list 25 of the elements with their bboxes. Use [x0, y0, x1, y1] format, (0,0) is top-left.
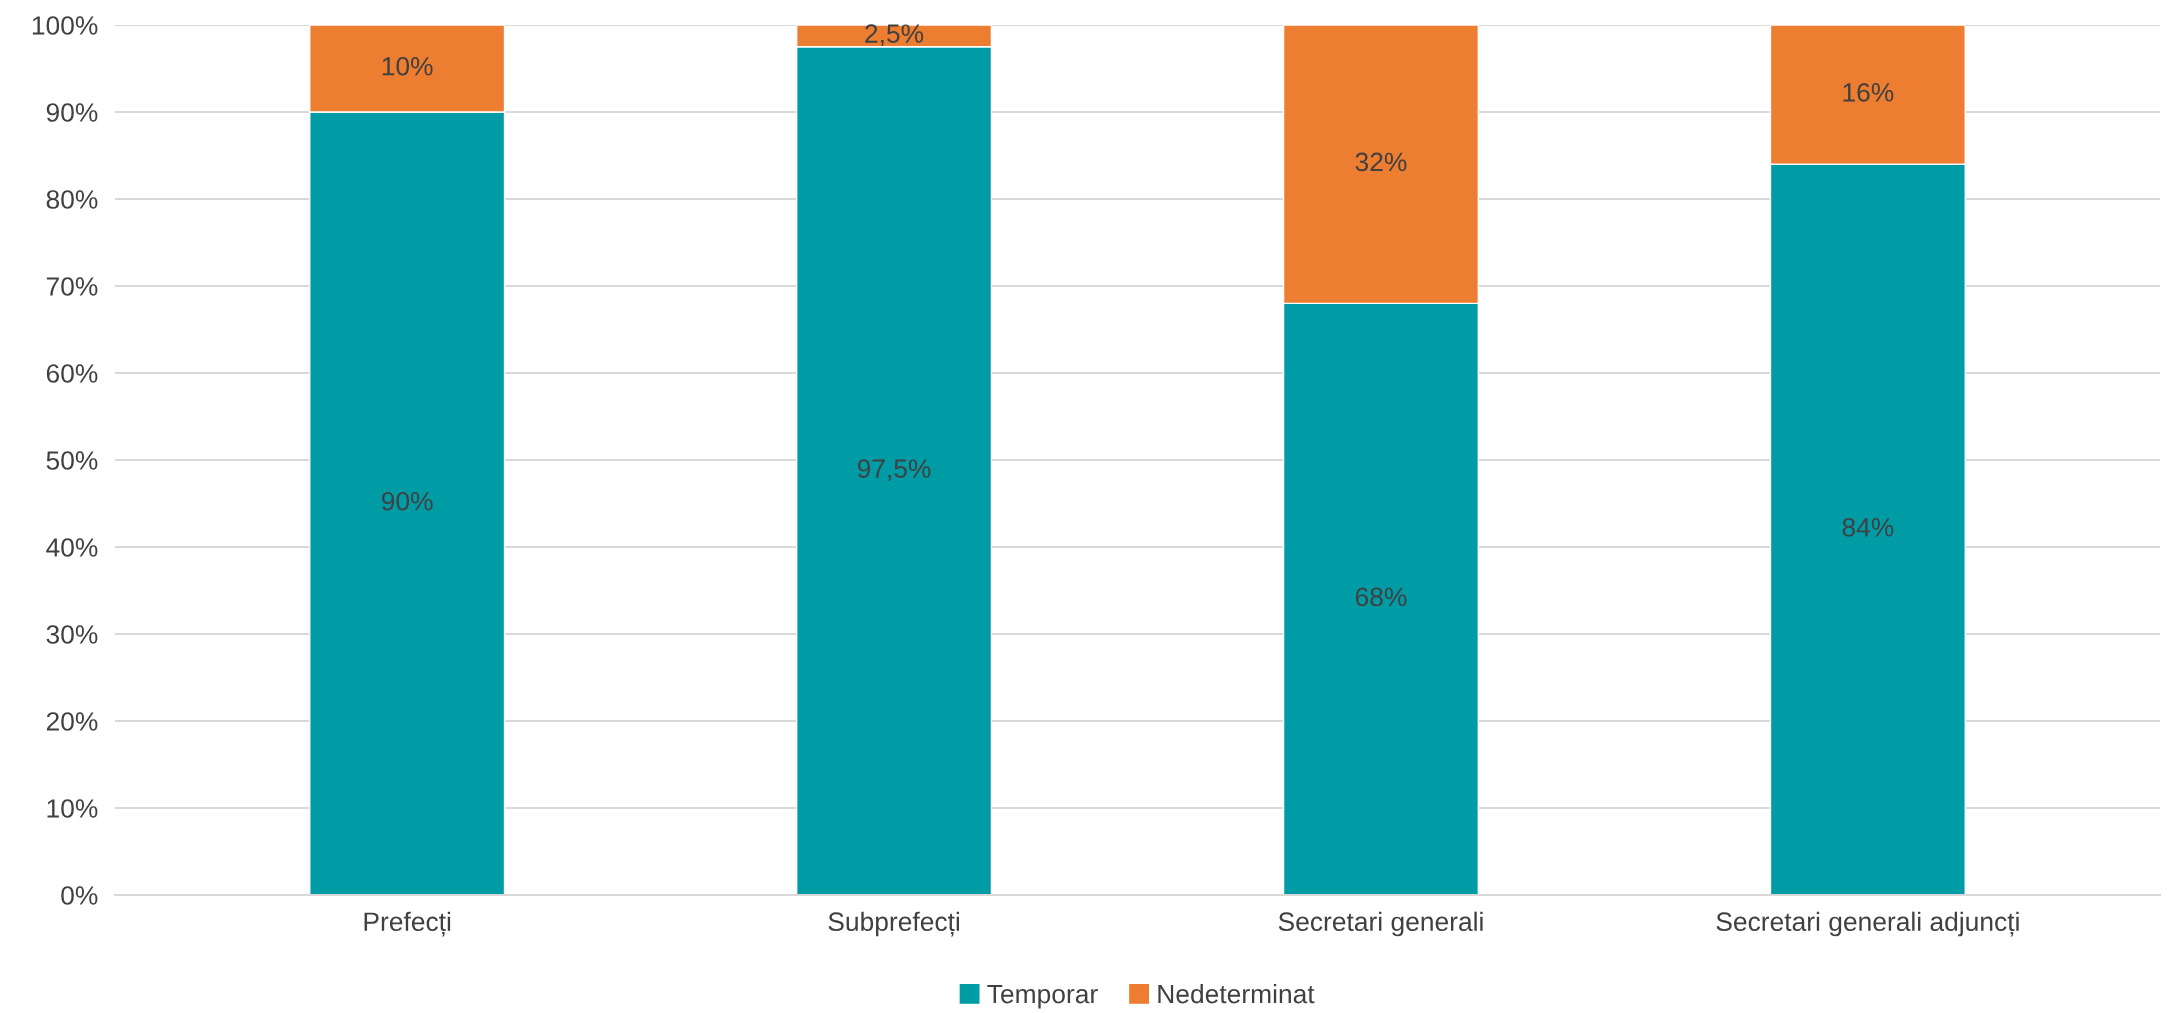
data-label: 68% [1355, 587, 1407, 607]
legend-label: Nedeterminat [1158, 984, 1315, 1004]
x-tick-label: Secretari generali adjuncți [1716, 911, 2019, 937]
data-label: 16% [1843, 83, 1894, 102]
legend-label: Temporar [987, 984, 1098, 1009]
x-tick-label: Secretari generali [1278, 911, 1483, 937]
y-tick-label: 100% [32, 16, 98, 35]
x-tick-label: Prefecți [364, 911, 451, 937]
data-label: 90% [381, 491, 433, 511]
data-label: 97,5% [857, 459, 931, 482]
y-tick-label: 80% [46, 190, 98, 209]
data-label: 10% [382, 56, 433, 76]
y-tick-label: 90% [46, 103, 98, 122]
y-tick-label: 0% [61, 886, 98, 905]
y-tick-label: 30% [46, 625, 98, 644]
data-label: 32% [1355, 152, 1407, 172]
data-label: 2,5% [865, 24, 924, 47]
y-tick-label: 70% [46, 277, 98, 296]
y-tick-label: 40% [46, 538, 98, 557]
y-tick-label: 20% [46, 712, 98, 731]
x-tick-label: Subprefecți [828, 911, 960, 937]
y-tick-label: 50% [46, 451, 98, 470]
y-tick-label: 60% [46, 364, 98, 383]
y-tick-label: 10% [47, 799, 98, 818]
data-label: 84% [1842, 518, 1894, 537]
